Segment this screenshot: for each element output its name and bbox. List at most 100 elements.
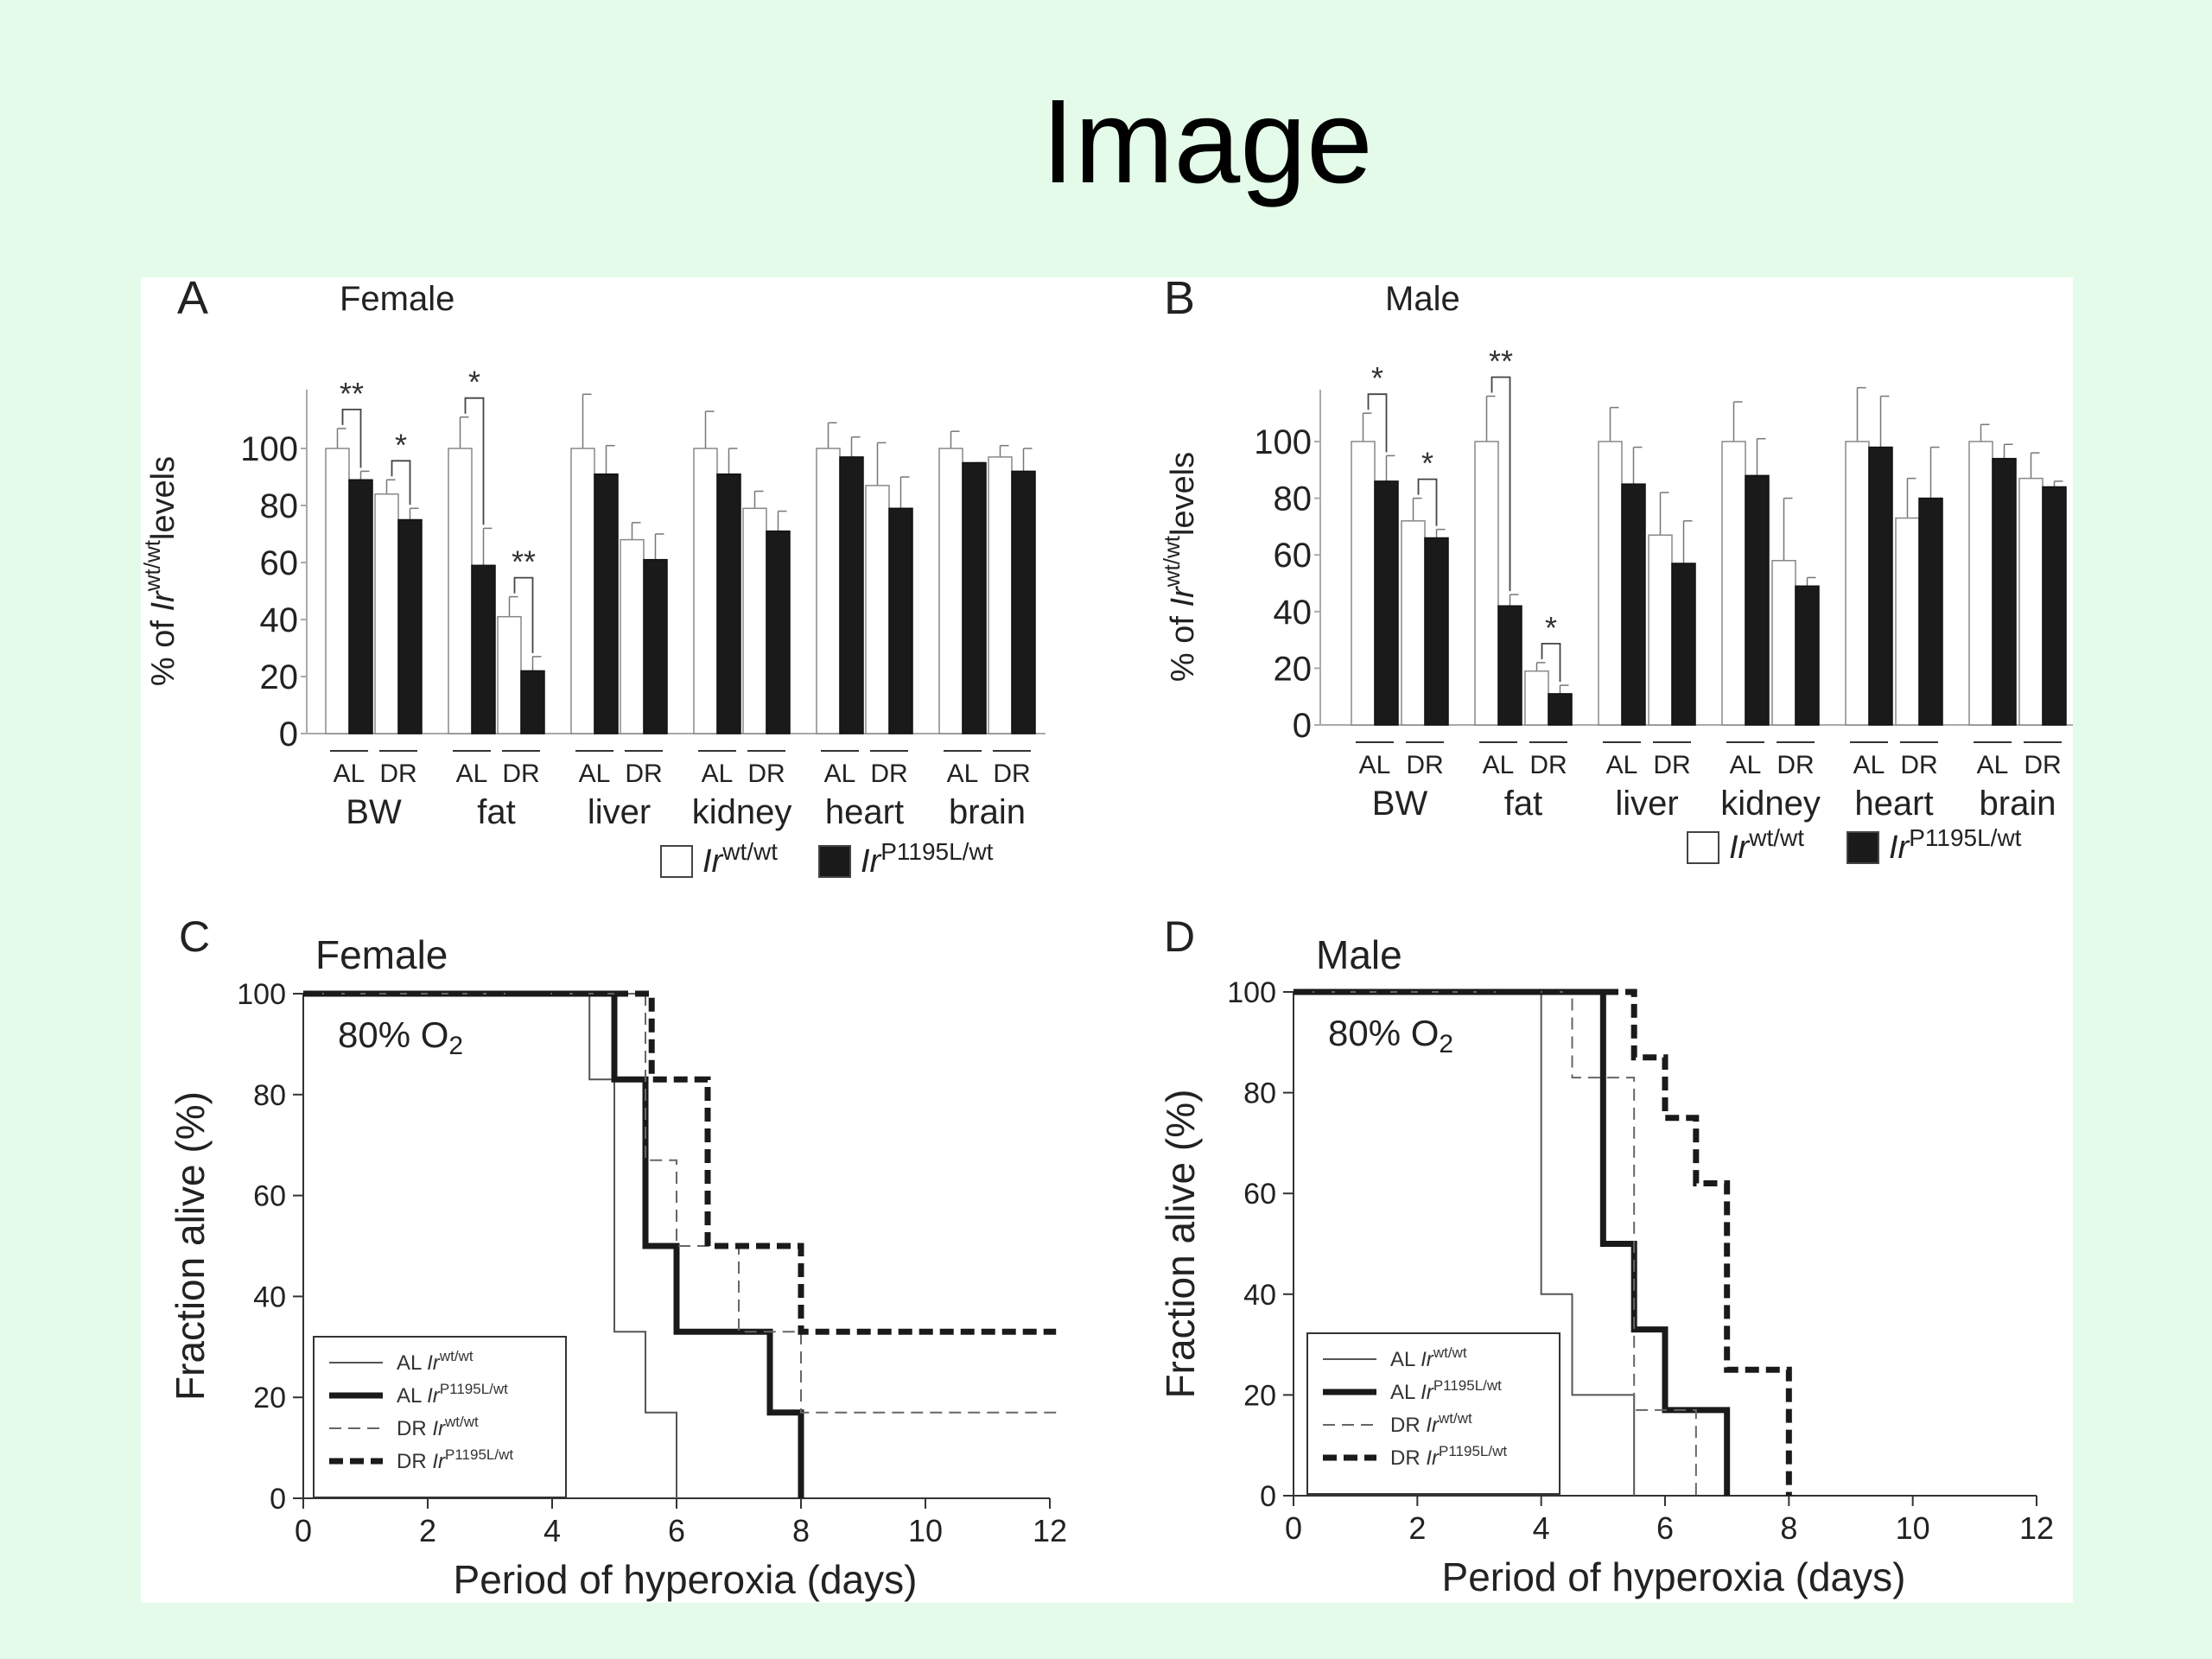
x-tick-label: 10 [908, 1513, 943, 1548]
group-label-fat: fat [477, 793, 515, 831]
bar-bw-dr-s1 [1424, 537, 1449, 726]
legend-label: DR IrP1195L/wt [1390, 1443, 1507, 1470]
bar-bw-dr-s0 [374, 493, 399, 734]
bar-heart-dr-s1 [1918, 497, 1943, 726]
y-tick-label: 100 [237, 978, 286, 1011]
bar-liver-al-s1 [1621, 483, 1646, 726]
survival-curve-al-p1195lwt [1294, 988, 1731, 1496]
legend-swatch [1687, 831, 1719, 864]
condition-label: AL [334, 760, 365, 788]
group-label-heart: heart [825, 793, 904, 831]
y-tick-label: 80 [253, 1079, 286, 1112]
legend-label: DR Irwt/wt [1390, 1410, 1472, 1437]
legend-label: Irwt/wt [1729, 824, 1804, 866]
y-tick-label: 20 [260, 658, 299, 696]
significance-mark: * [395, 427, 407, 462]
bar-brain-dr-s1 [1011, 470, 1036, 734]
legend-label: AL Irwt/wt [397, 1348, 474, 1375]
significance-mark: * [1421, 446, 1433, 481]
bar-kidney-al-s0 [1721, 441, 1746, 726]
y-tick-label: 100 [1227, 976, 1276, 1009]
y-tick-label: 20 [1243, 1379, 1276, 1412]
bar-heart-al-s0 [1845, 441, 1870, 726]
x-tick-label: 6 [1656, 1510, 1674, 1546]
significance-bracket [1491, 376, 1511, 592]
panel-letter-b: B [1164, 277, 1195, 324]
significance-mark: ** [512, 544, 536, 580]
bar-legend: Irwt/wt IrP1195L/wt [1687, 824, 2022, 866]
panel-b: B Male 0 20 40 60 80 100 % of Irwt/wtlevels AL DR B… [1159, 277, 2073, 866]
condition-label: DR [2024, 751, 2061, 779]
y-tick-label: 80 [1274, 480, 1313, 518]
condition-label: AL [702, 760, 734, 788]
bar-kidney-al-s0 [693, 448, 718, 734]
condition-label: DR [993, 760, 1030, 788]
condition-label: AL [1606, 751, 1638, 779]
bar-brain-al-s1 [1992, 457, 2017, 726]
bar-fat-al-s1 [1497, 605, 1522, 726]
group-label-fat: fat [1504, 785, 1542, 823]
condition-label: DR [502, 760, 539, 788]
condition-label: DR [1900, 751, 1937, 779]
condition-label: DR [1529, 751, 1567, 779]
slide-title: Image [1041, 75, 1373, 208]
y-tick-label: 60 [260, 544, 299, 582]
bar-fat-al-s0 [448, 448, 473, 734]
y-axis-label: Fraction alive (%) [168, 1091, 213, 1401]
group-label-liver: liver [588, 793, 651, 831]
y-tick-label: 100 [240, 430, 298, 468]
bar-liver-dr-s0 [620, 538, 645, 734]
bar-bw-al-s1 [1374, 480, 1399, 726]
significance-bracket [513, 576, 534, 653]
group-label-heart: heart [1854, 785, 1933, 823]
oxygen-annotation: 80% O2 [1328, 1013, 1453, 1058]
bar-brain-dr-s1 [2042, 486, 2067, 726]
bar-fat-al-s0 [1474, 441, 1499, 726]
survival-legend: AL Irwt/wt AL IrP1195L/wt DR Irwt/wt DR IrP… [1306, 1332, 1560, 1495]
x-tick-label: 0 [295, 1513, 312, 1548]
y-tick-label: 100 [1254, 423, 1312, 461]
condition-label: DR [1406, 751, 1443, 779]
bar-brain-al-s0 [1968, 441, 1993, 726]
y-tick-label: 20 [1274, 650, 1313, 688]
panel-letter-d: D [1164, 912, 1195, 961]
bar-fat-dr-s0 [497, 615, 522, 734]
bar-heart-dr-s1 [888, 507, 913, 734]
bar-kidney-al-s1 [1745, 474, 1770, 726]
bar-heart-dr-s0 [865, 485, 890, 734]
x-tick-label: 12 [1033, 1513, 1067, 1548]
group-label-kidney: kidney [692, 793, 792, 831]
y-tick-label: 40 [260, 601, 299, 639]
survival-curve-dr-p1195lwt [1294, 988, 1792, 1496]
y-tick-label: 60 [253, 1180, 286, 1213]
y-tick-label: 0 [1260, 1480, 1276, 1513]
y-axis-label: Fraction alive (%) [1158, 1090, 1203, 1399]
survival-curve-al-p1195lwt [303, 990, 804, 1498]
bar-heart-dr-s0 [1895, 517, 1920, 726]
legend-label: DR IrP1195L/wt [397, 1446, 513, 1473]
group-label-bw: BW [346, 793, 402, 831]
panel-d: D Male 0 2 4 6 8 10 12 0 20 40 60 80 100 Period of hype… [1158, 912, 2054, 1599]
bar-kidney-al-s1 [716, 473, 741, 734]
condition-label: AL [947, 760, 979, 788]
legend-label: AL IrP1195L/wt [397, 1381, 508, 1408]
y-axis-label: % of Irwt/wtlevels [1159, 452, 1201, 682]
panel-a: A Female 0 20 40 60 80 100 % of Irwt/wtlevels AL D… [141, 277, 1046, 880]
x-tick-label: 6 [668, 1513, 685, 1548]
panel-letter-a: A [177, 277, 208, 324]
panel-title: Male [1316, 932, 1402, 977]
bar-heart-al-s1 [839, 456, 864, 734]
bar-heart-al-s1 [1868, 446, 1893, 726]
panel-c: C Female 0 2 4 6 8 10 12 0 20 40 60 80 100 Period of hy… [168, 912, 1067, 1602]
bar-brain-dr-s0 [2018, 477, 2044, 726]
bar-liver-dr-s1 [643, 558, 668, 734]
x-tick-label: 2 [419, 1513, 436, 1548]
bar-liver-al-s0 [570, 448, 595, 734]
x-axis-label: Period of hyperoxia (days) [454, 1557, 918, 1602]
group-label-brain: brain [949, 793, 1026, 831]
condition-label: AL [579, 760, 611, 788]
x-tick-label: 2 [1408, 1510, 1426, 1546]
bar-kidney-dr-s1 [766, 530, 791, 734]
panel-title: Female [315, 932, 448, 977]
